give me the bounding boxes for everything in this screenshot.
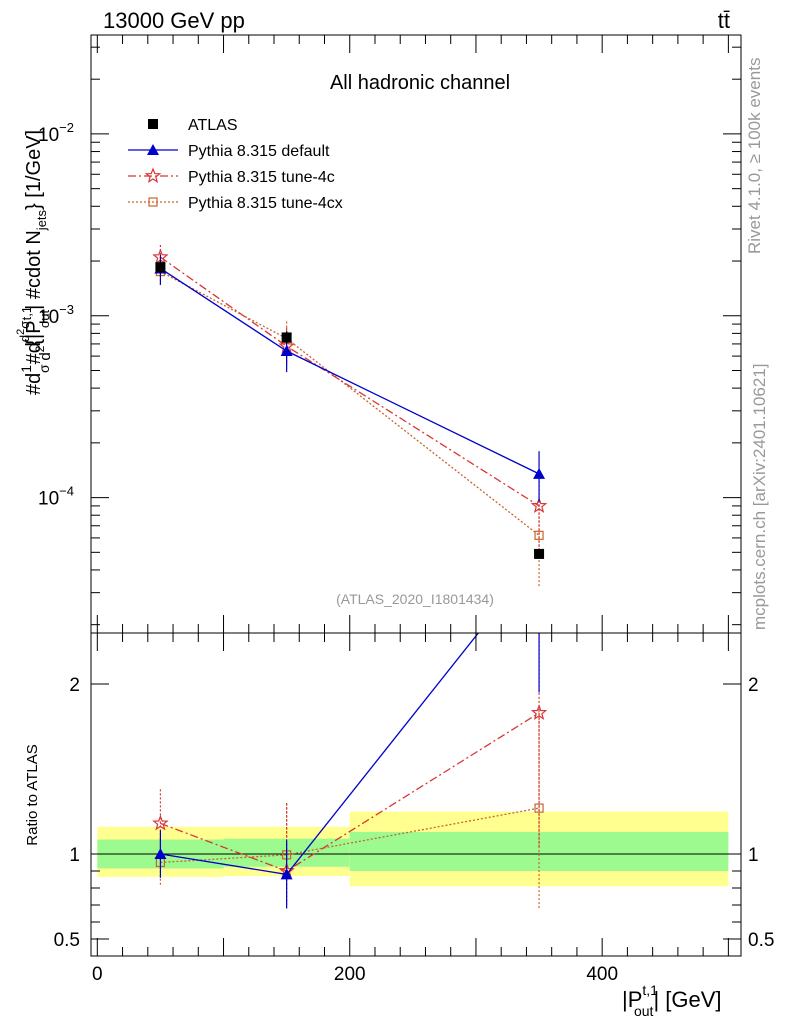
legend-marker-tune4cx (148, 197, 158, 207)
legend-label-tune4c: Pythia 8.315 tune-4c (188, 169, 335, 186)
ylabel-part-14: } [1/GeV] (23, 130, 45, 210)
point-atlas (281, 332, 292, 343)
ylabel-part-5: 2 (15, 329, 27, 335)
ylabel-part-7: d (37, 352, 54, 360)
y-tick-exp: −2 (59, 120, 74, 135)
y-tick-exp: −3 (59, 302, 74, 317)
ratio-bands (97, 811, 729, 887)
ratio-panel: 0.5 0.5 1 1 2 2 0 200 400 (54, 632, 775, 985)
ylabel-part-12: | #cdot N (23, 230, 45, 310)
ratio-y-tick-label-right: 2 (748, 675, 759, 696)
ylabel-part-11: out (37, 309, 52, 327)
legend: ATLAS Pythia 8.315 default Pythia 8.315 tu… (128, 117, 343, 212)
x-tick-label: 400 (586, 964, 618, 985)
xlabel-sup: t,1 (642, 982, 658, 998)
ylabel-part-9: {|P (23, 320, 45, 345)
ratio-y-tick-label-right: 0.5 (748, 930, 774, 951)
series-atlas (155, 260, 545, 559)
x-tick-label: 0 (92, 964, 103, 985)
main-y-ticks: 10−210−310−4 (38, 46, 741, 626)
ylabel-part-0: #d (23, 373, 45, 395)
main-series (152, 244, 548, 588)
ratio-y-tick-label-left: 0.5 (54, 930, 80, 951)
legend-label-tune4cx: Pythia 8.315 tune-4cx (188, 195, 343, 212)
point-default (533, 467, 546, 479)
ratio-x-ticks: 0 200 400 (92, 633, 729, 985)
analysis-tag: (ATLAS_2020_I1801434) (336, 591, 494, 607)
ratio-y-tick-label-left: 1 (69, 845, 80, 866)
chart-title: All hadronic channel (330, 72, 510, 94)
ylabel-part-6: σ (17, 321, 32, 329)
y-tick-label: 10−2 (38, 120, 74, 146)
main-panel: 10−210−310−4 All hadronic channel (ATLAS… (38, 34, 742, 634)
legend-marker-atlas (148, 119, 158, 129)
legend-label-atlas: ATLAS (188, 117, 238, 134)
ylabel-part-10: t,1 (19, 306, 34, 320)
legend-marker-default (147, 144, 159, 155)
x-tick-label: 200 (334, 964, 366, 985)
y-tick-base: 10 (38, 125, 59, 146)
ylabel-part-2: σ (36, 364, 52, 373)
xlabel-tail: | [GeV] (653, 987, 721, 1012)
ratio-point-tune4c (530, 704, 548, 720)
legend-label-default: Pythia 8.315 default (188, 143, 330, 160)
point-atlas (534, 548, 545, 559)
y-tick-exp: −4 (59, 484, 74, 499)
x-axis-label: |Pt,1 out| [GeV] (622, 982, 722, 1019)
point-tune4cx (534, 530, 544, 540)
y-tick-label: 10−4 (38, 484, 74, 510)
ratio-point-tune4cx (534, 803, 544, 813)
ylabel-part-13: jets (34, 209, 49, 231)
xlabel-sub: out (634, 1003, 654, 1019)
point-atlas (155, 262, 166, 273)
ratio-y-tick-label-right: 1 (748, 845, 759, 866)
ratio-series (152, 633, 548, 911)
ylabel-part-1: 1 (18, 365, 34, 373)
ylabel-part-8: 2 (33, 345, 47, 352)
ratio-point-default (280, 868, 293, 880)
ratio-point-default (154, 848, 167, 859)
series-tune4cx (155, 259, 544, 588)
header-process: tt̄ (718, 8, 730, 33)
ratio-frame (90, 632, 742, 957)
xlabel-main: |P (622, 987, 642, 1012)
main-y-label: #d1 σ#dd2σd2{|Pt,1 out| #cdot Njets} [1/Ge… (15, 130, 54, 395)
y-tick-base: 10 (38, 489, 59, 510)
series-line-default (160, 267, 540, 475)
ratio-line-tune4cx (160, 807, 540, 864)
point-tune4c (530, 497, 548, 513)
ratio-y-tick-label-left: 2 (69, 675, 80, 696)
ylabel-part-4: d (17, 335, 32, 342)
ratio-y-ticks: 0.5 0.5 1 1 2 2 (54, 675, 775, 951)
ratio-series-default (154, 633, 540, 909)
header-energy: 13000 GeV pp (103, 8, 245, 33)
series-line-tune4cx (160, 270, 540, 536)
legend-marker-tune4c (144, 167, 162, 184)
main-x-ticks (96, 35, 729, 633)
y-tick-label: 10−3 (38, 302, 74, 328)
y-tick-base: 10 (38, 307, 59, 328)
rivet-watermark: Rivet 4.1.0, ≥ 100k events (745, 58, 764, 254)
point-default (280, 344, 293, 356)
ratio-y-label: Ratio to ATLAS (24, 744, 41, 845)
series-line-tune4c (160, 256, 540, 507)
ratio-point-tune4c (152, 814, 169, 831)
mcplots-watermark: mcplots.cern.ch [arXiv:2401.10621] (750, 364, 769, 630)
series-default (154, 254, 546, 502)
series-tune4c (152, 244, 548, 553)
ylabel-part-3: #d (23, 342, 45, 364)
